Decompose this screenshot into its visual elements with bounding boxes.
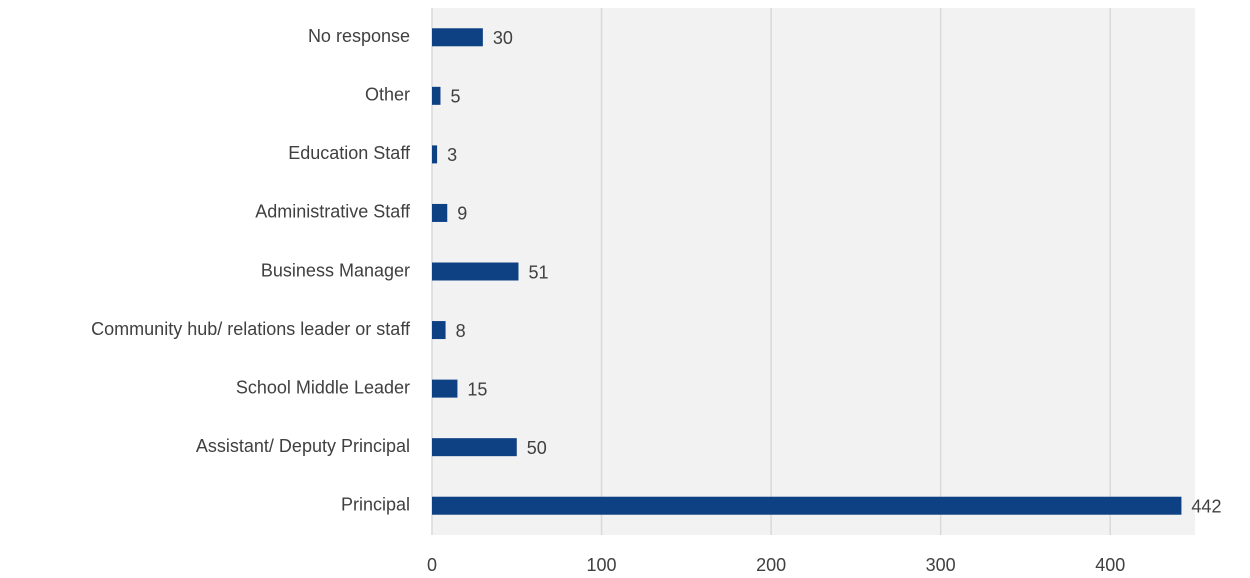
bar <box>432 379 458 398</box>
bar <box>432 203 448 222</box>
plot-background <box>432 8 1195 535</box>
data-label: 50 <box>527 438 547 458</box>
x-tick-label: 0 <box>427 555 437 575</box>
y-tick-label: Administrative Staff <box>255 202 411 222</box>
y-tick-label: Principal <box>341 494 410 514</box>
bar <box>432 145 438 164</box>
bar <box>432 438 517 457</box>
y-tick-label: Other <box>365 85 410 105</box>
data-label: 3 <box>447 145 457 165</box>
data-label: 442 <box>1191 496 1221 516</box>
x-tick-label: 200 <box>756 555 786 575</box>
x-tick-label: 300 <box>926 555 956 575</box>
data-label: 51 <box>528 262 548 282</box>
bar <box>432 28 483 47</box>
bar <box>432 496 1182 515</box>
bar <box>432 262 519 281</box>
data-label: 30 <box>493 28 513 48</box>
data-label: 8 <box>456 321 466 341</box>
data-label: 15 <box>467 379 487 399</box>
x-tick-label: 400 <box>1095 555 1125 575</box>
y-tick-label: School Middle Leader <box>236 377 410 397</box>
y-tick-label: Community hub/ relations leader or staff <box>91 319 411 339</box>
bar <box>432 86 441 105</box>
y-tick-label: Assistant/ Deputy Principal <box>196 436 410 456</box>
data-label: 9 <box>457 204 467 224</box>
bar <box>432 321 446 340</box>
data-label: 5 <box>450 87 460 107</box>
x-tick-label: 100 <box>587 555 617 575</box>
y-tick-label: Business Manager <box>261 260 410 280</box>
y-tick-label: No response <box>308 26 410 46</box>
y-tick-label: Education Staff <box>288 143 411 163</box>
